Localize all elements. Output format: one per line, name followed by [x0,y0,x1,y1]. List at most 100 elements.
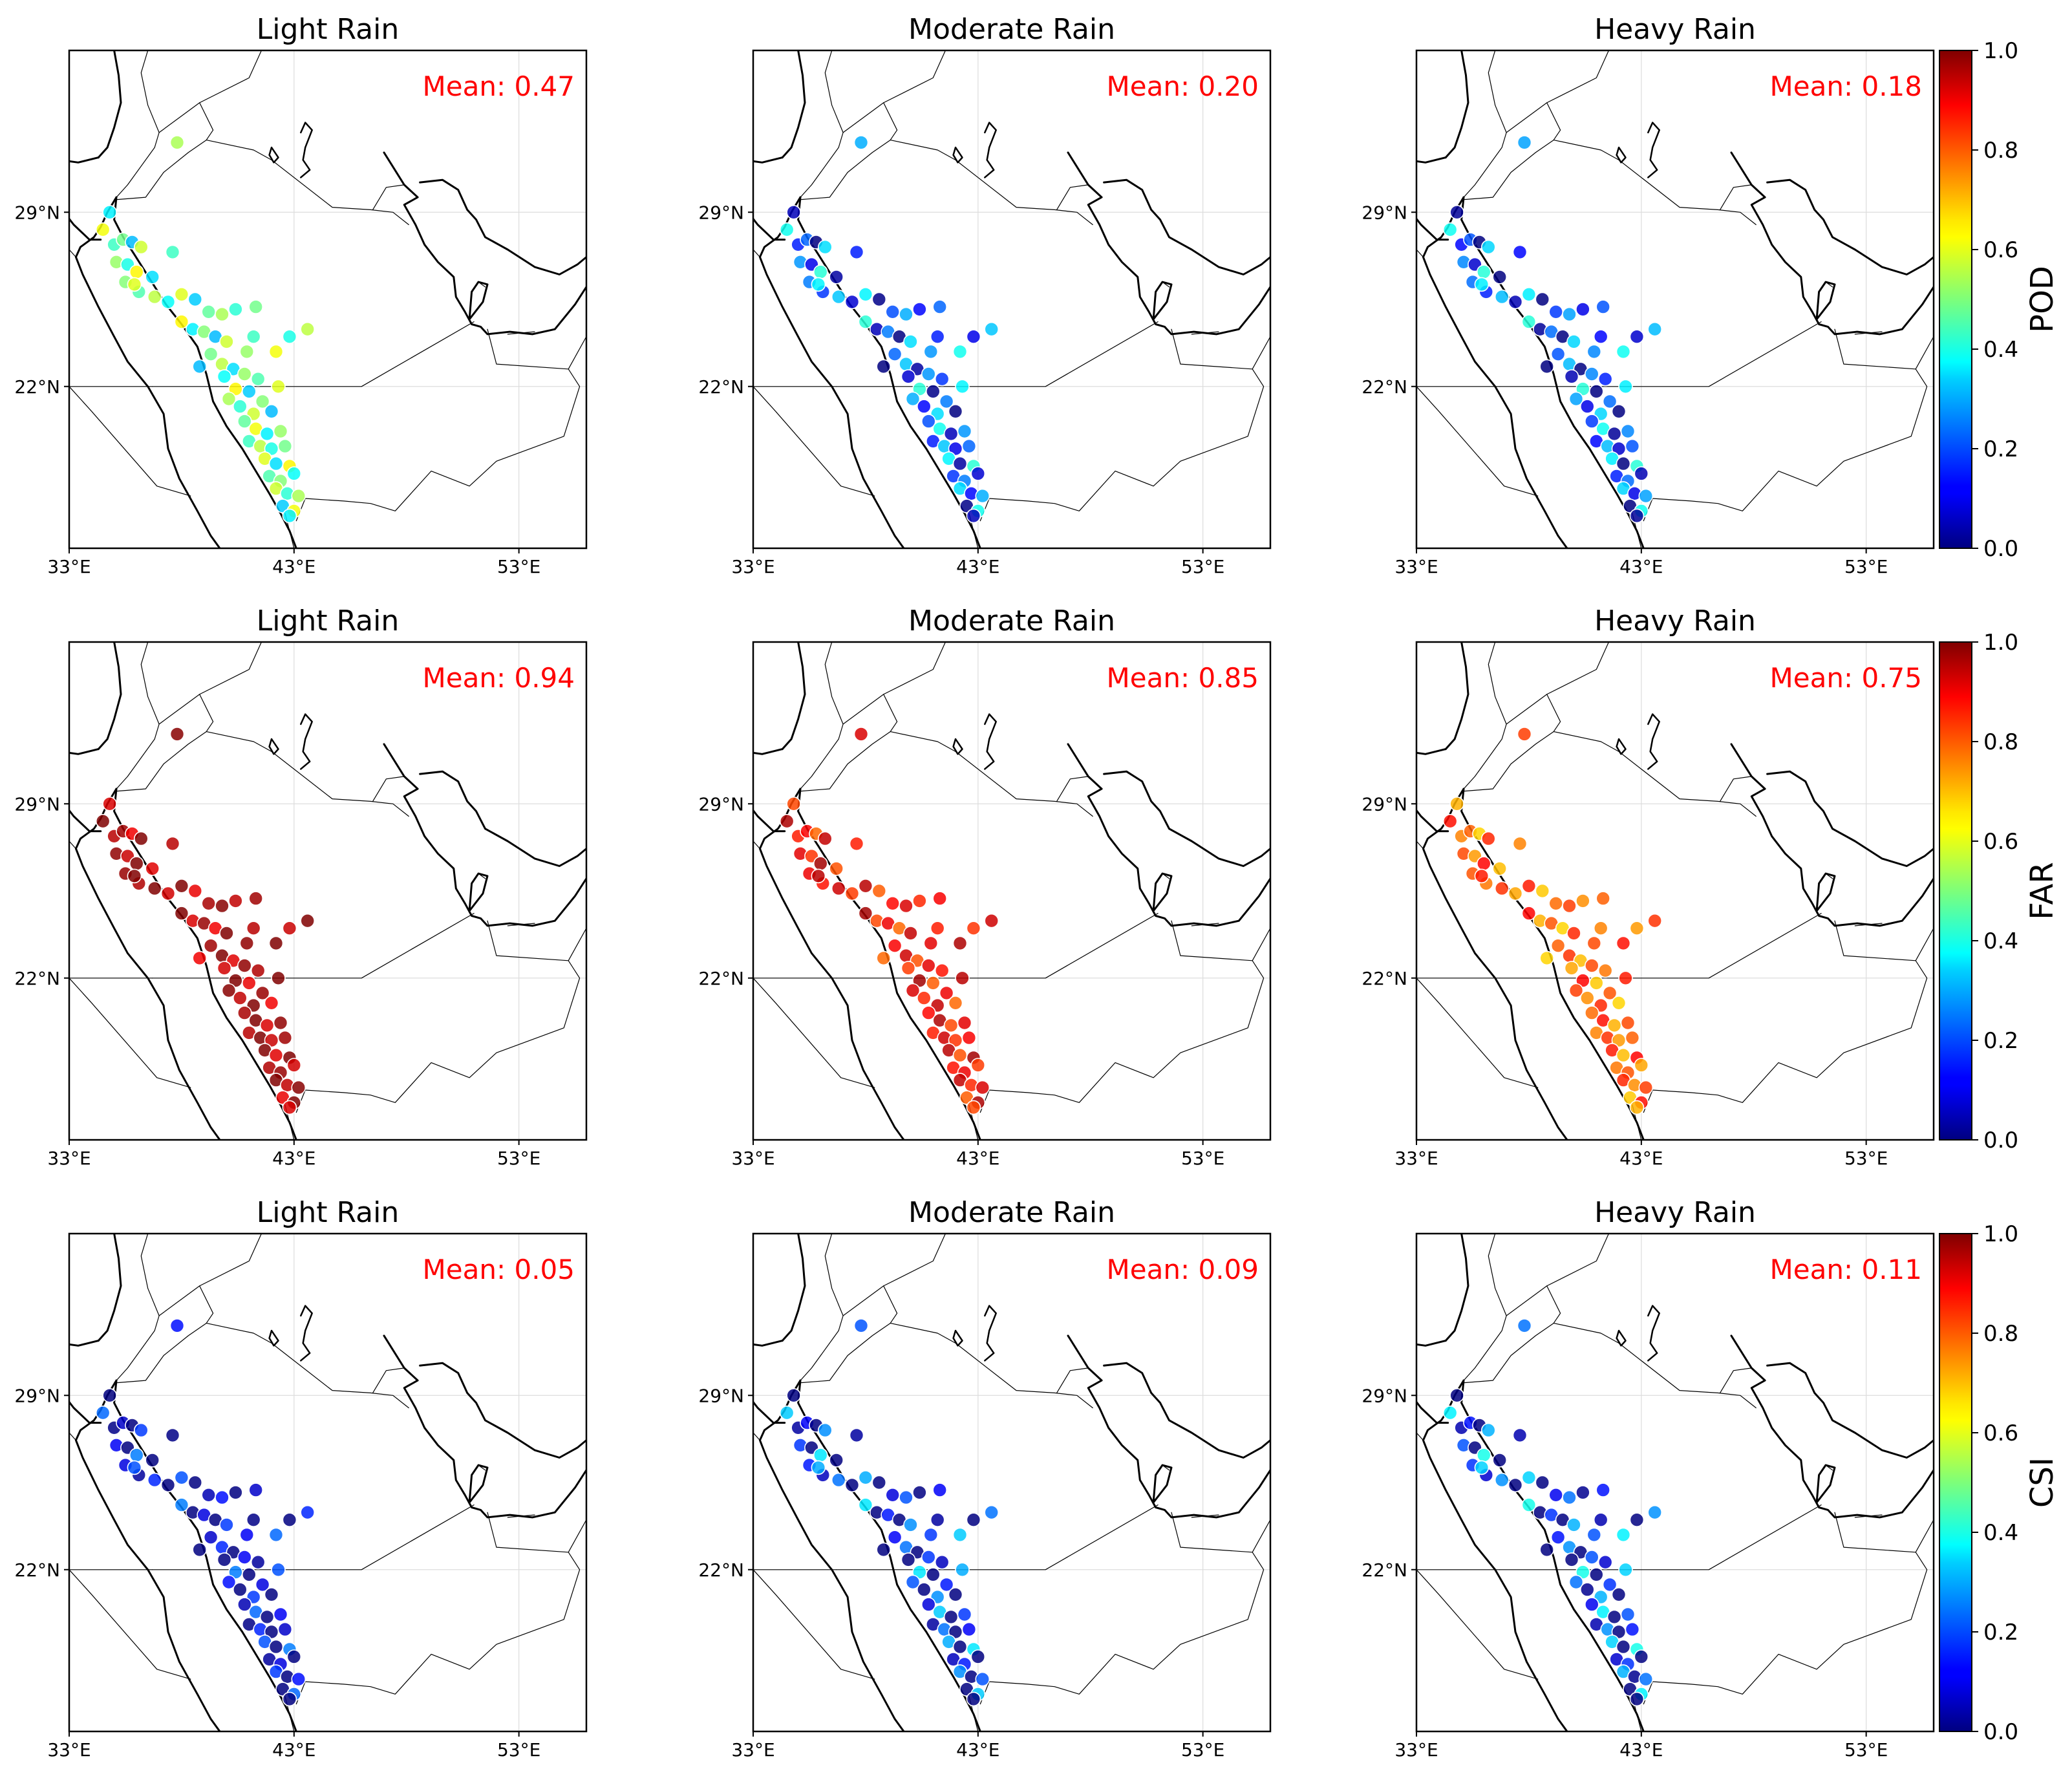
lat-tick-label: 29°N [1362,793,1407,815]
station-point [923,936,939,951]
coastline [1416,156,1447,164]
colorbar-tick-label: 0.8 [1983,138,2018,164]
coastline [758,196,905,548]
country-border [753,1569,875,1680]
station-point [1481,1422,1496,1438]
station-point [1586,344,1602,359]
station-point [921,414,936,429]
coastline [1730,743,1934,927]
coastline [468,281,489,321]
coastline [781,642,806,751]
station-point [1550,938,1566,954]
station-point [221,1574,237,1590]
station-point [1607,1609,1622,1625]
station-point [943,1018,959,1033]
country-border [883,1234,946,1287]
station-point [221,983,237,998]
station-point [147,881,162,896]
station-point [1517,1318,1532,1333]
station-point [203,938,219,954]
station-point [844,886,860,901]
station-point [1634,1649,1649,1664]
station-point [1620,1607,1636,1622]
mean-label: Mean: 0.20 [1107,70,1259,102]
station-point [1618,970,1633,986]
lat-tick-label: 29°N [1362,1385,1407,1406]
lat-tick-label: 29°N [14,1385,60,1406]
station-point [282,1100,297,1115]
coastline [69,156,100,164]
station-point [1474,868,1490,884]
station-markers [1442,727,1663,1115]
station-point [876,950,891,966]
lon-tick-label: 33°E [47,1739,91,1761]
station-point [1568,391,1584,407]
colorbar-tick-label: 0.6 [1983,237,2018,263]
station-point [1508,886,1523,901]
station-point [1597,1554,1613,1570]
station-point [1517,727,1532,742]
colorbar-tick-label: 0.0 [1983,536,2018,562]
station-point [853,135,869,150]
station-point [300,1505,315,1520]
station-point [201,1487,216,1503]
station-point [1539,359,1554,374]
station-point [1568,983,1584,998]
lon-tick-label: 43°E [1619,556,1663,577]
station-point [1492,861,1507,876]
station-point [259,1609,275,1625]
station-point [1611,1587,1627,1602]
coastline [1416,1400,1449,1424]
island [1647,713,1660,770]
station-point [921,367,936,381]
map-panel-pod-2: Mean: 0.20 Moderate Rain 33°E 43°E 53°E 29°N 2… [698,13,1272,577]
station-point [1584,1597,1599,1612]
lat-tick-label: 22°N [1362,968,1407,989]
colorbar-gradient [1939,1233,1972,1732]
country-border [1461,1285,1561,1384]
station-point [174,878,189,894]
station-point [215,306,230,322]
lat-tick-label: 22°N [1362,1559,1407,1581]
country-border [1915,878,1934,961]
lon-tick-label: 53°E [1181,1739,1224,1761]
station-point [1647,321,1663,337]
station-point [268,1639,284,1655]
station-point [1616,1639,1631,1655]
basemap [1416,642,1934,1140]
station-point [970,1058,986,1073]
station-point [948,1587,963,1602]
colorbar-tick-label: 0.4 [1983,1520,2018,1546]
coastline [1152,872,1173,912]
lon-tick-label: 33°E [731,1739,774,1761]
station-point [1616,456,1631,471]
station-point [887,1530,902,1545]
colorbar-tick-label: 0.8 [1983,1321,2018,1347]
lon-tick-label: 43°E [956,556,999,577]
island [984,713,997,770]
coastline [69,1400,102,1424]
axis-ticks: 33°E 43°E 53°E 29°N 22°N [698,1385,1224,1761]
station-point [102,797,117,811]
station-point [282,329,297,345]
station-point [215,898,230,914]
colorbar-tick-label: 1.0 [1983,630,2018,656]
station-point [219,1517,234,1532]
lat-tick-label: 22°N [14,968,60,989]
station-point [930,1512,945,1528]
axis-ticks: 33°E 43°E 53°E 29°N 22°N [1362,202,1888,577]
station-point [853,1318,869,1333]
station-point [1625,1030,1640,1045]
station-point [858,314,873,329]
station-point [871,883,887,899]
station-markers [779,727,999,1115]
country-border [206,140,409,226]
station-point [282,921,297,936]
map-background [69,642,586,1140]
station-point [811,868,826,884]
station-markers [95,727,315,1115]
station-point [147,289,162,305]
country-border [152,1505,475,1570]
coastline [97,1234,122,1342]
panel-title: Heavy Rain [1594,1196,1756,1229]
